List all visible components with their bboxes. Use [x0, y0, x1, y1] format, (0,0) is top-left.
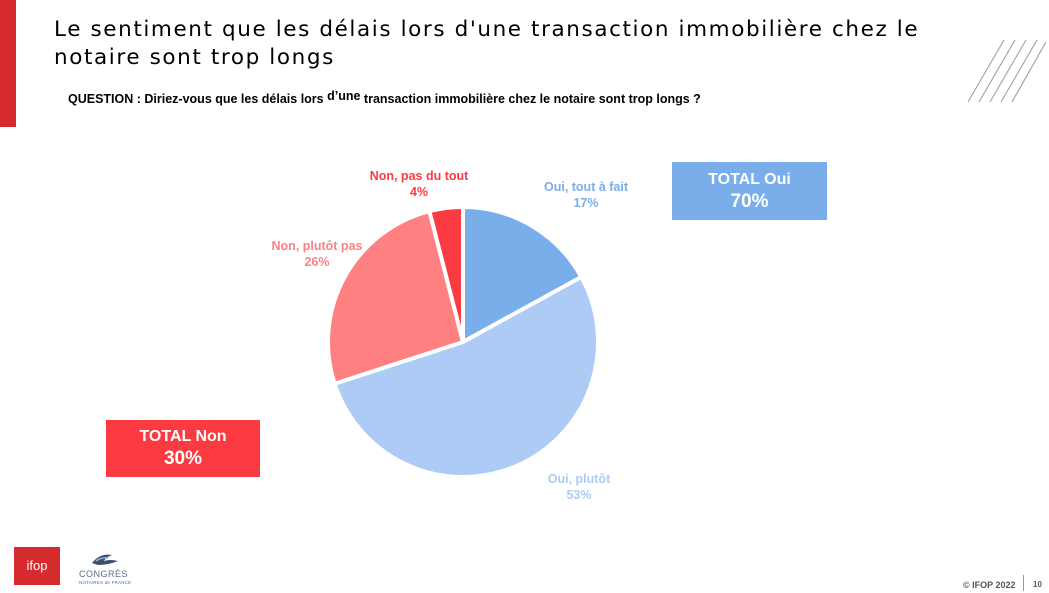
question-sup: d’une [327, 89, 361, 103]
total-non-label: TOTAL Non [139, 428, 227, 445]
congres-name: CONGRÈS [79, 569, 129, 579]
pie-slice-3 [326, 209, 465, 386]
slice-label-2: Oui, plutôt [548, 472, 611, 486]
copyright: © IFOP 2022 [963, 580, 1016, 590]
slice-label-3: Non, plutôt pas [272, 239, 363, 253]
question-text: QUESTION : Diriez-vous que les délais lo… [68, 89, 701, 106]
slice-value-label-3: 26% [304, 255, 329, 269]
accent-bar [0, 0, 16, 127]
slice-value-label-2: 53% [566, 488, 591, 502]
total-non-value: 30% [163, 448, 203, 469]
congres-bird-icon [92, 554, 118, 565]
total-oui-value: 70% [730, 191, 769, 212]
question-suffix: transaction immobilière chez le notaire … [360, 92, 701, 106]
total-oui-label: TOTAL Oui [708, 171, 791, 188]
total-non-box: TOTAL Non 30% [106, 420, 260, 477]
slice-label-1: Oui, tout à fait [544, 180, 629, 194]
slice-label-4: Non, pas du tout [370, 169, 469, 183]
ifop-logo: ifop [14, 547, 60, 585]
slice-value-label-4: 4% [410, 185, 428, 199]
congres-logo: CONGRÈS NOTAIRES de FRANCE [76, 547, 136, 587]
pie-slice-4 [427, 205, 465, 344]
footer-divider [1023, 575, 1024, 591]
congres-subtitle: NOTAIRES de FRANCE [79, 580, 132, 585]
total-oui-box: TOTAL Oui 70% [672, 162, 827, 220]
question-prefix: QUESTION : Diriez-vous que les délais lo… [68, 92, 328, 106]
pie-slice-2 [332, 274, 600, 479]
slice-value-label-1: 17% [573, 196, 598, 210]
pie-slice-1 [461, 205, 584, 344]
hatch-decoration-icon [967, 39, 1046, 103]
page-number: 10 [1033, 580, 1042, 589]
page-title: Le sentiment que les délais lors d'une t… [54, 17, 920, 70]
